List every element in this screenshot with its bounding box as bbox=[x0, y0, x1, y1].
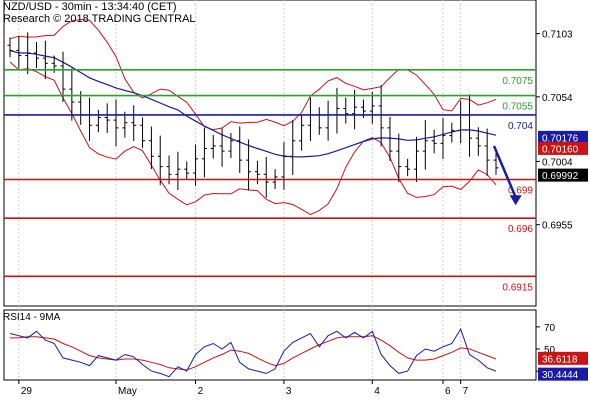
time-tick-label: 4 bbox=[374, 386, 380, 397]
forecast-arrow-head bbox=[509, 195, 522, 206]
time-tick-label: 2 bbox=[198, 386, 204, 397]
rsi-tag-label: 36.6118 bbox=[542, 354, 578, 365]
time-tick-label: 6 bbox=[445, 386, 451, 397]
price-tag-label: 0.70160 bbox=[542, 144, 579, 155]
rsi-tick-label: 50 bbox=[544, 345, 556, 356]
rsi-tag-label: 30.4444 bbox=[542, 370, 579, 381]
time-tick-label: 3 bbox=[286, 386, 292, 397]
time-tick-label: 7 bbox=[463, 386, 469, 397]
rsi-panel-frame bbox=[3, 309, 537, 381]
bollinger-upper bbox=[9, 18, 497, 131]
time-tick-label: 29 bbox=[21, 386, 33, 397]
price-tick-label: 0.7004 bbox=[542, 157, 573, 168]
forecast-arrow-shaft bbox=[492, 145, 517, 198]
level-label: 0.7055 bbox=[502, 102, 533, 113]
price-tag-label: 0.69992 bbox=[542, 171, 579, 182]
price-panel-frame bbox=[3, 0, 537, 307]
support-resistance-levels: 0.7075 0.7055 0.704 0.699 0.696 0.6915 bbox=[4, 68, 536, 293]
forecast-arrow bbox=[492, 145, 522, 206]
rsi-line bbox=[9, 327, 497, 378]
price-tick-label: 0.7103 bbox=[542, 30, 573, 41]
level-label: 0.6915 bbox=[502, 282, 533, 293]
grid bbox=[3, 0, 537, 381]
bollinger-bands bbox=[9, 18, 497, 216]
rsi-tag-box bbox=[538, 367, 588, 381]
level-label: 0.7075 bbox=[502, 76, 533, 87]
moving-average-line bbox=[9, 49, 497, 158]
candlesticks bbox=[7, 32, 499, 198]
credit-text: Research © 2018 TRADING CENTRAL bbox=[3, 13, 196, 25]
bollinger-lower bbox=[9, 61, 497, 216]
price-tick-label: 0.7054 bbox=[542, 93, 573, 104]
rsi-tag-box bbox=[538, 351, 588, 365]
moving-average bbox=[9, 49, 497, 158]
level-label: 0.699 bbox=[508, 185, 533, 196]
level-label: 0.704 bbox=[508, 121, 533, 132]
chart-title: NZD/USD - 30min - 13:34:40 (CET) bbox=[3, 1, 177, 13]
level-label: 0.696 bbox=[508, 224, 533, 235]
price-tag-box bbox=[538, 130, 588, 144]
price-tick-label: 0.6955 bbox=[542, 221, 573, 232]
price-tag-label: 0.70176 bbox=[542, 133, 579, 144]
price-tag-box bbox=[538, 141, 588, 155]
price-tag-box bbox=[538, 168, 588, 182]
rsi-ma-line bbox=[10, 335, 497, 371]
time-axis: 29 May 2 3 4 6 7 bbox=[18, 380, 469, 397]
time-tick-label: May bbox=[118, 386, 137, 397]
rsi-title: RSI14 - 9MA bbox=[3, 312, 61, 323]
rsi-tick-label: 70 bbox=[544, 323, 556, 334]
price-axis: 0.7103 0.7054 0.7004 0.6955 bbox=[536, 30, 573, 232]
